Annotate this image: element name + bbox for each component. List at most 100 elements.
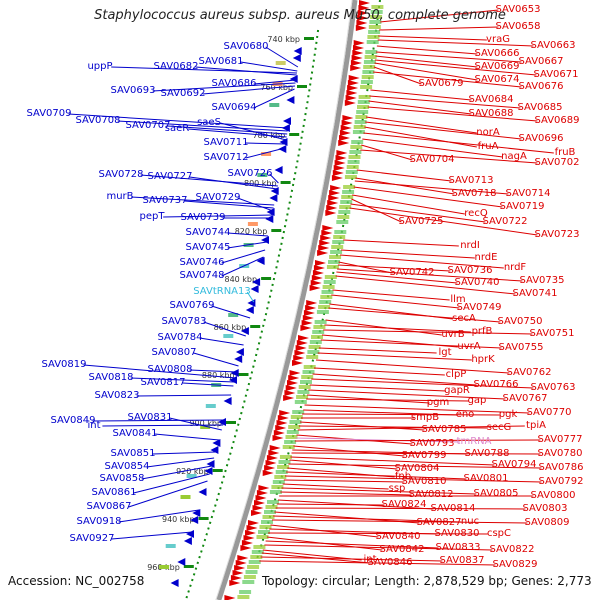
left-gene-label: SAV0817: [140, 377, 185, 388]
gene-labels: SAV0680 SAV0681 uppP SAV0682 SAV0686 SAV0693 S…: [26, 4, 583, 570]
forward-gene-arrow: [355, 25, 367, 31]
forward-gene-arrow: [320, 235, 332, 241]
gene-class-band: [275, 470, 288, 474]
right-gene-label: SAV0788: [464, 448, 509, 459]
right-gene-label: SAV0770: [526, 407, 571, 418]
right-leader-line: [343, 239, 459, 247]
right-gene-label: SAV0719: [499, 201, 544, 212]
forward-gene-arrow: [332, 170, 344, 176]
left-leader-line: [111, 531, 193, 540]
gene-class-band: [360, 85, 373, 89]
gene-class-band: [354, 120, 367, 124]
gene-class-band: [278, 460, 291, 464]
gene-class-band: [321, 290, 334, 294]
gene-class-band: [352, 130, 365, 134]
left-leader-line: [253, 79, 296, 85]
reverse-gene-arrow: [177, 558, 186, 566]
left-gene-label: SAV0818: [88, 372, 133, 383]
right-leader-line: [373, 71, 522, 88]
forward-gene-arrow: [345, 95, 357, 101]
left-leader-line: [182, 382, 234, 387]
right-gene-label: SAV0742: [389, 267, 434, 278]
reverse-gene-arrow: [212, 439, 221, 447]
right-leader-line: [284, 475, 542, 483]
accession-label: Accession: NC_002758: [8, 574, 145, 588]
forward-gene-arrow: [293, 355, 305, 361]
right-leader-line: [328, 307, 501, 323]
right-leader-line: [265, 540, 439, 549]
forward-gene-arrow: [275, 425, 287, 431]
right-leader-line: [268, 532, 488, 535]
right-gene-label: SAV0763: [530, 382, 575, 393]
right-leader-line: [295, 437, 461, 443]
right-gene-label: SAV0801: [463, 473, 508, 484]
right-gene-label: tpiA: [526, 420, 546, 431]
forward-gene-arrow: [305, 305, 317, 311]
reverse-gene-box: [247, 222, 258, 226]
gene-class-band: [264, 510, 276, 514]
right-leader-line: [302, 413, 500, 416]
gene-class-band: [363, 65, 376, 69]
forward-gene-arrow: [237, 555, 249, 561]
left-leader-line: [240, 61, 298, 72]
right-leader-line: [290, 456, 495, 466]
forward-gene-arrow: [255, 495, 267, 501]
left-leader-line: [189, 369, 238, 373]
right-leader-line: [262, 549, 362, 561]
gene-class-band: [370, 15, 383, 19]
forward-gene-arrow: [350, 65, 362, 71]
forward-gene-arrow: [294, 350, 306, 356]
right-leader-line: [363, 132, 554, 154]
forward-gene-arrow: [285, 385, 297, 391]
forward-gene-arrow: [313, 265, 325, 271]
gene-class-band: [272, 480, 285, 484]
scale-tick: [297, 85, 307, 88]
gene-class-band: [243, 575, 256, 579]
forward-gene-arrow: [325, 210, 337, 216]
left-gene-label: SAV0686: [211, 78, 256, 89]
left-leader-line: [140, 174, 278, 187]
right-gene-label: SAV0725: [398, 216, 443, 227]
scale-tick: [261, 277, 272, 280]
left-gene-label: SAV0694: [211, 102, 256, 113]
right-gene-label: SAV0676: [518, 81, 563, 92]
gene-class-band: [350, 145, 363, 149]
gene-class-band: [364, 55, 377, 59]
gene-class-band: [247, 565, 260, 569]
right-leader-line: [362, 138, 503, 158]
forward-gene-arrow: [327, 200, 339, 206]
right-gene-label: SAV0718: [451, 188, 496, 199]
gene-class-band: [253, 545, 266, 549]
right-gene-label: SAV0666: [474, 48, 519, 59]
right-leader-line: [318, 347, 437, 354]
forward-gene-arrow: [229, 580, 241, 586]
gene-class-band: [351, 140, 364, 144]
forward-gene-arrow: [342, 115, 354, 121]
forward-gene-arrow: [273, 430, 285, 436]
left-gene-label: SAV0918: [76, 516, 121, 527]
right-gene-label: SAV0777: [537, 434, 582, 445]
right-gene-label: uvrA: [457, 341, 480, 352]
reverse-gene-arrow: [266, 208, 275, 216]
right-leader-line: [380, 9, 499, 23]
right-gene-label: SAV0837: [439, 555, 484, 566]
reverse-gene-box: [228, 313, 239, 317]
forward-gene-arrow: [317, 250, 329, 256]
forward-gene-arrow: [347, 85, 359, 91]
right-leader-line: [309, 384, 446, 392]
left-leader-line: [92, 419, 225, 422]
scale-label: 740 kbp: [267, 35, 300, 44]
right-gene-label: nuc: [461, 516, 479, 527]
right-leader-line: [375, 55, 478, 68]
right-leader-line: [324, 324, 471, 333]
right-leader-line: [286, 471, 467, 480]
reverse-gene-arrow: [250, 285, 259, 293]
forward-gene-arrow: [243, 535, 255, 541]
forward-gene-arrow: [303, 310, 315, 316]
reverse-gene-arrow: [289, 75, 298, 83]
left-leader-line: [220, 122, 287, 141]
reverse-gene-arrow: [235, 348, 244, 356]
right-gene-label: nagA: [501, 151, 527, 162]
gene-class-band: [316, 310, 329, 314]
right-leader-line: [352, 194, 465, 215]
